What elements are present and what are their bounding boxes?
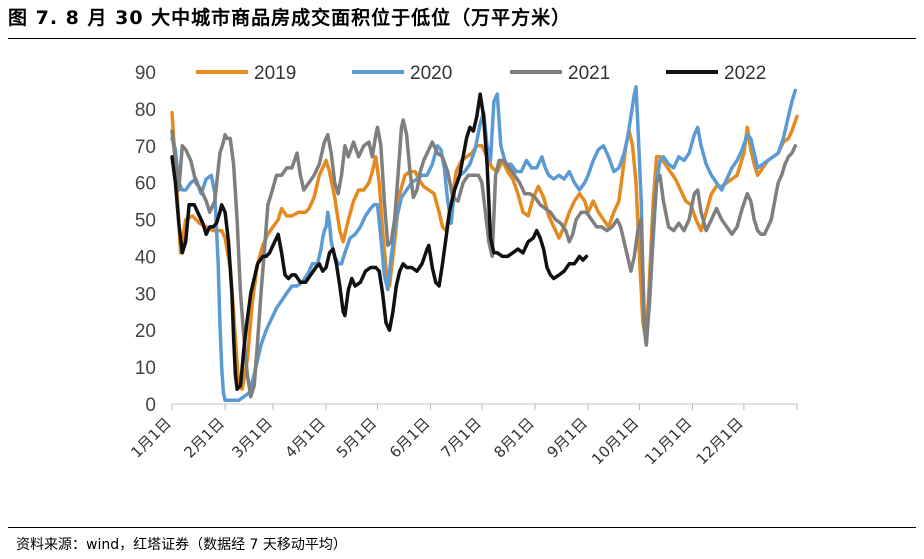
y-tick-label: 30 bbox=[135, 284, 156, 305]
footer-divider bbox=[8, 527, 916, 528]
y-tick-label: 10 bbox=[135, 358, 156, 379]
series-line-2020 bbox=[170, 85, 798, 403]
y-tick-label: 20 bbox=[135, 321, 156, 342]
y-tick-label: 90 bbox=[135, 63, 156, 84]
x-tick-label: 11月1日 bbox=[641, 414, 695, 468]
x-tick-label: 2月1日 bbox=[180, 414, 227, 461]
axes-layer: 0 10 20 30 40 50 60 70 80 90 1月1日 2月1日 3月1日 4月1日 5月1日 6… bbox=[127, 63, 798, 468]
y-tick-label: 50 bbox=[135, 211, 156, 232]
y-tick-label: 0 bbox=[145, 395, 156, 416]
legend: 2019 2020 2021 2022 bbox=[196, 63, 766, 84]
x-tick-label: 3月1日 bbox=[228, 414, 275, 461]
x-tick-label: 5月1日 bbox=[333, 414, 380, 461]
source-note: 资料来源：wind，红塔证券（数据经 7 天移动平均） bbox=[16, 537, 347, 553]
legend-label-2022: 2022 bbox=[724, 63, 766, 84]
x-tick-label: 9月1日 bbox=[543, 414, 590, 461]
x-tick-label: 6月1日 bbox=[386, 414, 433, 461]
x-tick-label: 1月1日 bbox=[127, 414, 174, 461]
y-tick-label: 80 bbox=[135, 100, 156, 121]
title-divider bbox=[8, 38, 916, 39]
legend-label-2020: 2020 bbox=[410, 63, 452, 84]
x-tick-label: 12月1日 bbox=[693, 414, 747, 468]
series-line-2022 bbox=[170, 92, 589, 391]
line-chart: 0 10 20 30 40 50 60 70 80 90 1月1日 2月1日 3月1日 4月1日 5月1日 6… bbox=[127, 63, 799, 468]
legend-label-2021: 2021 bbox=[568, 63, 610, 84]
chart-title: 图 7. 8 月 30 大中城市商品房成交面积位于低位（万平方米） bbox=[8, 7, 572, 29]
y-tick-label: 60 bbox=[135, 174, 156, 195]
y-tick-label: 70 bbox=[135, 137, 156, 158]
legend-label-2019: 2019 bbox=[254, 63, 296, 84]
x-tick-label: 8月1日 bbox=[490, 414, 537, 461]
series-line-2021 bbox=[170, 118, 798, 399]
x-tick-label: 7月1日 bbox=[437, 414, 484, 461]
x-tick-label: 4月1日 bbox=[281, 414, 328, 461]
series-layer bbox=[170, 85, 799, 403]
x-tick-label: 10月1日 bbox=[588, 414, 642, 468]
y-tick-label: 40 bbox=[135, 247, 156, 268]
